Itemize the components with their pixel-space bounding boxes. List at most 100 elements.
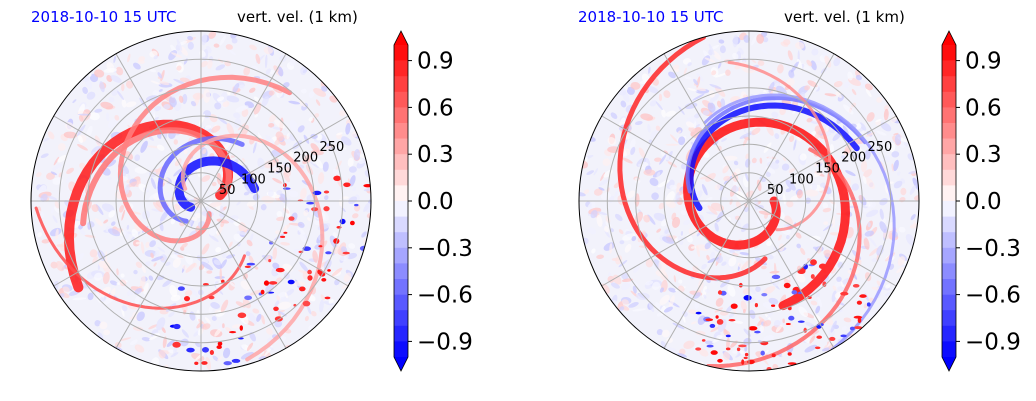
field-cell — [143, 187, 149, 193]
field-cell — [789, 72, 795, 79]
convective-cell — [246, 262, 256, 266]
field-cell — [619, 240, 625, 245]
field-cell — [628, 302, 639, 308]
field-cell — [663, 227, 672, 237]
field-cell — [265, 68, 271, 75]
field-cell — [656, 228, 662, 233]
field-cell — [152, 202, 163, 213]
field-cell — [176, 65, 182, 71]
field-cell — [299, 261, 309, 272]
field-cell — [308, 91, 315, 99]
field-cell — [910, 214, 916, 221]
field-cell — [757, 60, 765, 66]
field-cell — [232, 82, 240, 94]
field-cell — [600, 172, 606, 182]
convective-cell — [810, 259, 817, 266]
field-cell — [875, 118, 882, 123]
field-cell — [806, 117, 813, 123]
field-cell — [590, 210, 598, 219]
colorbar-segment — [942, 216, 956, 233]
field-cell — [596, 254, 604, 260]
field-cell — [229, 49, 236, 56]
field-cell — [831, 215, 836, 228]
field-cell — [198, 113, 206, 126]
field-cell — [348, 196, 358, 204]
field-cell — [832, 285, 837, 291]
grid-spoke — [601, 200, 750, 287]
field-cell — [242, 158, 246, 163]
field-cell — [692, 265, 699, 272]
field-cell — [743, 35, 751, 43]
field-cell — [843, 317, 852, 323]
convective-cell — [260, 289, 265, 295]
convective-cell — [866, 302, 871, 307]
field-cell — [862, 175, 867, 185]
field-cell — [310, 161, 319, 169]
field-cell — [187, 35, 194, 41]
field-cell — [363, 187, 371, 192]
field-cell — [113, 55, 117, 64]
colorbar-segment — [942, 232, 956, 249]
convective-cell — [771, 353, 776, 358]
field-cell — [687, 62, 692, 67]
field-cell — [272, 262, 280, 269]
field-cell — [129, 339, 138, 346]
field-cell — [702, 285, 707, 298]
field-cell — [837, 286, 846, 291]
field-cell — [792, 187, 802, 193]
field-cell — [864, 83, 873, 91]
field-cell — [879, 198, 888, 206]
field-cell — [661, 109, 666, 118]
field-cell — [715, 254, 723, 263]
colorbar-segment — [942, 154, 956, 171]
field-cell — [751, 157, 757, 164]
field-cell — [66, 167, 75, 175]
field-cell — [283, 272, 290, 280]
field-cell — [756, 34, 764, 44]
convective-cell — [760, 350, 765, 356]
field-cell — [900, 187, 907, 196]
field-cell — [784, 215, 793, 227]
field-cell — [87, 221, 95, 228]
field-cell — [668, 287, 676, 293]
field-cell — [643, 214, 651, 223]
radial-tick-label: 50 — [767, 183, 784, 198]
field-cell — [332, 168, 341, 178]
field-cell — [841, 277, 850, 286]
field-cell — [141, 337, 151, 342]
field-cell — [914, 195, 919, 201]
convective-cell — [283, 187, 291, 190]
polar-grid — [31, 31, 371, 371]
field-cell — [843, 104, 854, 115]
field-cell — [145, 241, 150, 248]
field-cell — [302, 270, 308, 280]
field-cell — [173, 168, 183, 177]
convective-cell — [283, 231, 288, 234]
field-cell — [265, 283, 275, 293]
field-cell — [104, 67, 117, 73]
field-cell — [196, 309, 200, 322]
field-cell — [108, 210, 116, 218]
field-cell — [869, 247, 879, 257]
colorbar-segment — [942, 247, 956, 264]
field-cell — [363, 202, 370, 212]
field-cell — [331, 267, 343, 277]
field-cell — [621, 282, 631, 291]
field-cell — [891, 163, 894, 172]
field-cell — [308, 295, 316, 302]
field-cell — [251, 82, 259, 89]
field-cell — [793, 358, 796, 363]
radial-tick-label: 150 — [815, 162, 840, 177]
convective-cell — [706, 344, 714, 348]
field-cell — [173, 139, 179, 145]
field-cell — [683, 67, 687, 76]
field-cell — [876, 280, 882, 287]
field-cell — [761, 48, 769, 55]
field-cell — [830, 320, 837, 333]
convective-cell — [354, 203, 359, 207]
field-cell — [643, 169, 656, 176]
field-cell — [765, 171, 771, 178]
grid-spoke — [663, 200, 750, 349]
field-cell — [52, 215, 58, 224]
